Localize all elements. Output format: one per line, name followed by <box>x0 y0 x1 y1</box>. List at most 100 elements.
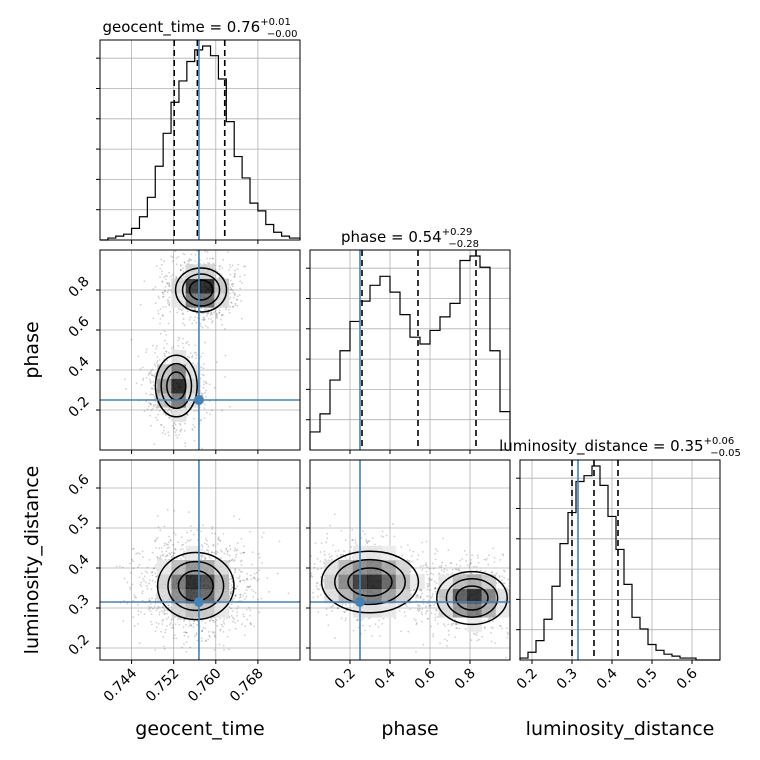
sample-point <box>246 619 248 621</box>
sample-point <box>167 302 169 304</box>
sample-point <box>244 265 246 267</box>
sample-point <box>514 631 516 633</box>
ylabel-luminosity_distance: luminosity_distance <box>21 466 43 655</box>
sample-point <box>190 530 192 532</box>
sample-point <box>236 615 238 617</box>
sample-point <box>429 577 431 579</box>
sample-point <box>428 599 430 601</box>
density-cell <box>381 574 396 589</box>
sample-point <box>208 309 210 311</box>
sample-point <box>561 588 563 590</box>
sample-point <box>235 628 237 630</box>
sample-point <box>165 629 167 631</box>
sample-point <box>231 302 233 304</box>
sample-point <box>261 598 263 600</box>
sample-point <box>436 610 438 612</box>
sample-point <box>183 270 185 272</box>
sample-point <box>345 556 347 558</box>
sample-point <box>202 393 204 395</box>
sample-point <box>193 319 195 321</box>
sample-point <box>184 635 186 637</box>
sample-point <box>329 556 331 558</box>
sample-point <box>200 323 202 325</box>
sample-point <box>154 352 156 354</box>
sample-point <box>224 553 226 555</box>
sample-point <box>125 388 127 390</box>
sample-point <box>214 311 216 313</box>
sample-point <box>228 309 230 311</box>
sample-point <box>195 357 197 359</box>
sample-point <box>415 651 417 653</box>
sample-point <box>232 265 234 267</box>
sample-point <box>320 594 322 596</box>
sample-point <box>158 623 160 625</box>
sample-point <box>330 606 332 608</box>
sample-point <box>326 537 328 539</box>
sample-point <box>288 592 290 594</box>
sample-point <box>423 603 425 605</box>
sample-point <box>404 615 406 617</box>
sample-point <box>186 532 188 534</box>
sample-point <box>160 555 162 557</box>
sample-point <box>441 569 443 571</box>
sample-point <box>317 558 319 560</box>
sample-point <box>465 628 467 630</box>
sample-point <box>407 544 409 546</box>
sample-point <box>157 556 159 558</box>
sample-point <box>158 614 160 616</box>
sample-point <box>150 369 152 371</box>
sample-point <box>163 347 165 349</box>
sample-point <box>137 610 139 612</box>
sample-point <box>312 592 314 594</box>
sample-point <box>203 407 205 409</box>
sample-point <box>155 572 157 574</box>
sample-point <box>152 394 154 396</box>
sample-point <box>196 624 198 626</box>
sample-point <box>196 247 198 249</box>
sample-point <box>486 661 488 663</box>
sample-point <box>184 442 186 444</box>
y-tick-label: 0.4 <box>66 552 93 579</box>
sample-point <box>544 604 546 606</box>
sample-point <box>201 554 203 556</box>
x-tick-label: 0.744 <box>101 665 141 705</box>
sample-point <box>297 599 299 601</box>
sample-point <box>515 617 517 619</box>
sample-point <box>422 644 424 646</box>
sample-point <box>157 360 159 362</box>
sample-point <box>182 308 184 310</box>
sample-point <box>233 276 235 278</box>
sample-point <box>161 424 163 426</box>
sample-point <box>173 637 175 639</box>
sample-point <box>229 545 231 547</box>
sample-point <box>207 312 209 314</box>
sample-point <box>194 440 196 442</box>
sample-point <box>137 566 139 568</box>
sample-point <box>209 636 211 638</box>
title-sub: −0.00 <box>267 29 298 40</box>
sample-point <box>175 549 177 551</box>
density-cell <box>171 379 186 394</box>
sample-point <box>344 611 346 613</box>
sample-point <box>441 565 443 567</box>
sample-point <box>141 384 143 386</box>
sample-point <box>176 263 178 265</box>
title-sub: −0.28 <box>448 239 479 250</box>
sample-point <box>426 574 428 576</box>
sample-point <box>415 620 417 622</box>
sample-point <box>152 574 154 576</box>
sample-point <box>305 571 307 573</box>
sample-point <box>305 587 307 589</box>
sample-point <box>164 545 166 547</box>
sample-point <box>230 608 232 610</box>
sample-point <box>423 599 425 601</box>
sample-point <box>507 633 509 635</box>
sample-point <box>278 556 280 558</box>
sample-point <box>332 604 334 606</box>
sample-point <box>523 595 525 597</box>
sample-point <box>296 585 298 587</box>
sample-point <box>233 597 235 599</box>
sample-point <box>202 546 204 548</box>
sample-point <box>200 558 202 560</box>
sample-point <box>237 606 239 608</box>
